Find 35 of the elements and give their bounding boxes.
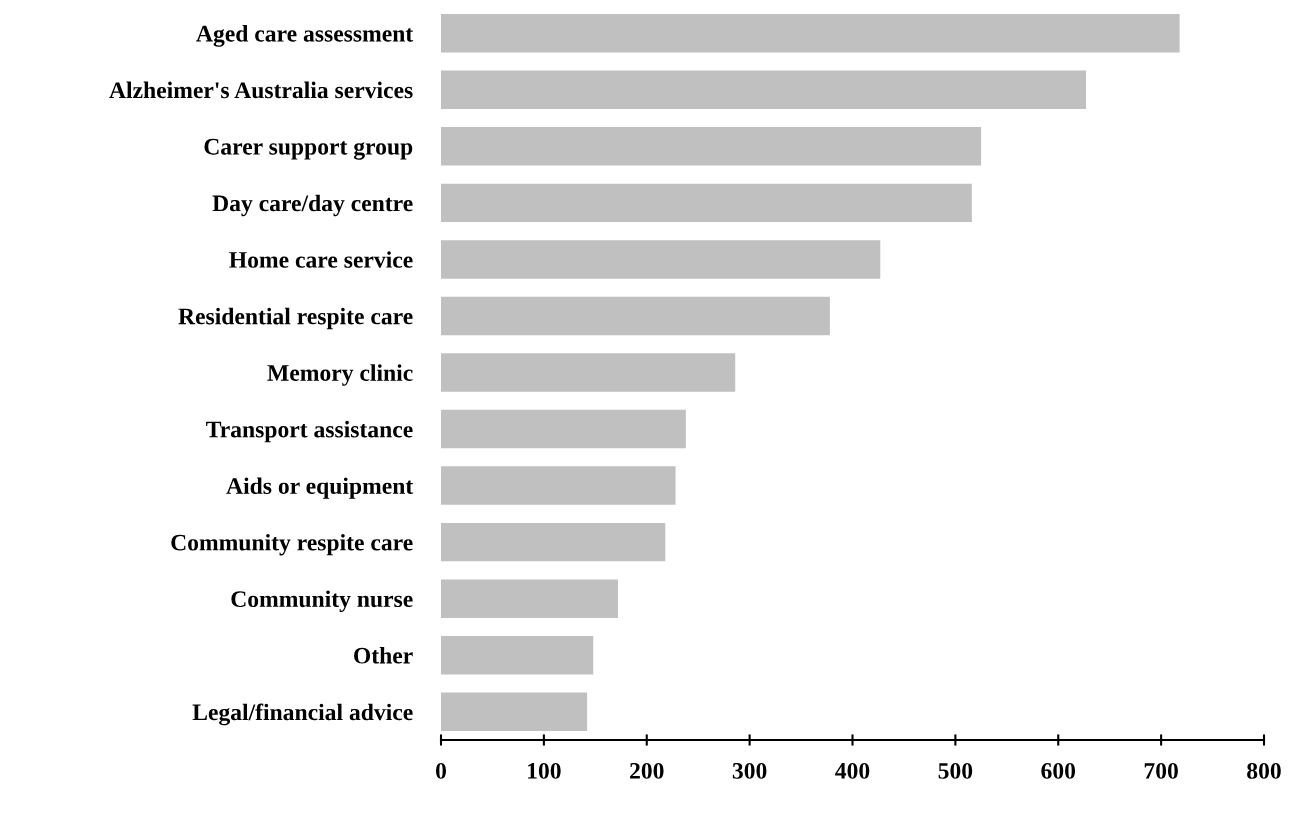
bar bbox=[441, 409, 686, 449]
x-tick-label: 800 bbox=[1247, 762, 1281, 779]
x-tick-label: 300 bbox=[732, 762, 767, 779]
y-tick-label: Other bbox=[354, 647, 413, 664]
bar bbox=[441, 240, 881, 279]
y-tick-label: Alzheimer's Australia services bbox=[109, 81, 413, 99]
bar bbox=[441, 353, 736, 392]
y-tick-label: Aids or equipment bbox=[226, 477, 414, 499]
y-tick-label: Aged care assessment bbox=[196, 25, 414, 47]
y-tick-label: Community nurse bbox=[231, 590, 413, 612]
x-tick-label: 600 bbox=[1041, 762, 1076, 779]
bar bbox=[441, 14, 1180, 53]
bar bbox=[441, 579, 618, 618]
y-tick-label: Legal/financial advice bbox=[192, 703, 413, 726]
bar bbox=[441, 522, 666, 562]
y-tick-label: Day care/day centre bbox=[212, 194, 413, 217]
y-tick-label: Residential respite care bbox=[178, 307, 413, 330]
bar bbox=[441, 70, 1087, 110]
bar bbox=[441, 296, 830, 336]
y-tick-label: Community respite care bbox=[171, 533, 413, 556]
x-tick-label: 100 bbox=[528, 762, 561, 779]
bar bbox=[441, 127, 982, 166]
bar bbox=[441, 183, 972, 223]
y-tick-label: Carer support group bbox=[204, 138, 413, 160]
x-tick-label: 400 bbox=[835, 762, 870, 779]
bar bbox=[441, 692, 588, 731]
x-tick-label: 700 bbox=[1144, 762, 1178, 779]
y-tick-label: Home care service bbox=[229, 251, 413, 268]
y-tick-label: Memory clinic bbox=[267, 364, 413, 386]
bar bbox=[441, 635, 594, 675]
x-tick-label: 0 bbox=[436, 762, 446, 779]
y-tick-label: Transport assistance bbox=[206, 420, 413, 443]
bar bbox=[441, 466, 676, 505]
x-tick-label: 500 bbox=[938, 762, 973, 779]
x-tick-label: 200 bbox=[630, 762, 664, 779]
